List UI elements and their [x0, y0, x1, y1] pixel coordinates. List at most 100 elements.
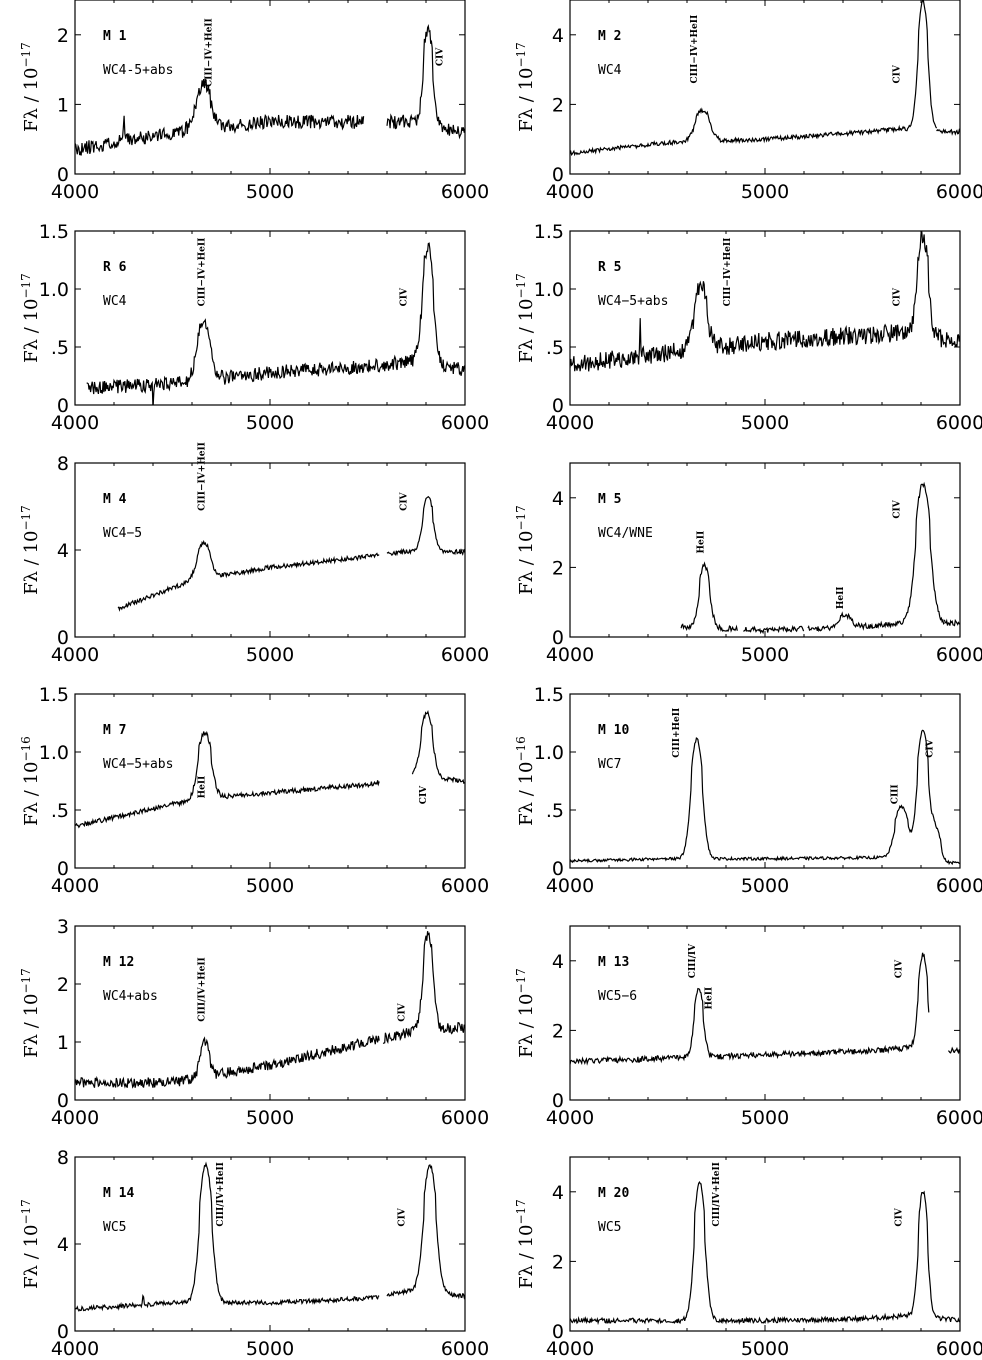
y-tick-label: 0 [552, 627, 564, 649]
y-axis-label-exponent: −17 [19, 42, 33, 67]
line-annotation: CIII/IV+HeII [216, 1162, 226, 1226]
y-axis-label: Fλ / 10−17 [19, 505, 42, 595]
y-tick-label: 2 [552, 94, 564, 116]
line-annotation: HeII [198, 776, 208, 799]
x-tick-label: 6000 [936, 1338, 982, 1360]
line-annotation: CIII−IV+HeII [690, 15, 700, 84]
y-axis-label-text: Fλ / 10 [516, 762, 537, 826]
line-annotation: CIII/IV [688, 943, 698, 978]
x-tick-label: 4000 [546, 875, 594, 897]
plot-frame [569, 1156, 961, 1332]
line-annotation: HeII [836, 587, 846, 610]
panel-id: M 2 [598, 29, 621, 44]
x-tick-label: 5000 [246, 644, 294, 666]
y-axis-label: Fλ / 10−17 [514, 505, 537, 595]
y-tick-label: 0 [552, 395, 564, 417]
line-annotation: CIV [893, 287, 903, 306]
y-tick-label: 0 [57, 164, 69, 186]
spectrum-trace [75, 709, 465, 829]
y-axis-label-text: Fλ / 10 [516, 68, 537, 132]
x-tick-label: 5000 [246, 181, 294, 203]
panel-id: M 7 [103, 723, 126, 738]
x-tick-label: 4000 [546, 1107, 594, 1129]
spectral-type: WC4−5+abs [598, 294, 668, 309]
panel-id: R 5 [598, 260, 621, 275]
y-axis-label: Fλ / 10−17 [514, 968, 537, 1058]
panel-id: R 6 [103, 260, 127, 275]
y-axis-label-exponent: −17 [19, 1199, 33, 1224]
x-tick-label: 5000 [246, 875, 294, 897]
spectrum-panel: 4000 5000 6000 0 .5 1.0 1.5 Fλ / 10−16 M 10 WC7 CI… [514, 684, 982, 897]
x-tick-label: 5000 [741, 875, 789, 897]
y-axis-label-text: Fλ / 10 [516, 994, 537, 1058]
spectrum-panel: 4000 5000 6000 0 .5 1.0 1.5 Fλ / 10−17 R 6 WC4 CII… [19, 221, 489, 434]
y-tick-label: 2 [552, 557, 564, 579]
plot-frame [569, 693, 961, 869]
line-annotation: CIV [436, 47, 446, 66]
y-axis-label-exponent: −17 [514, 42, 528, 67]
y-axis-label: Fλ / 10−16 [19, 736, 42, 826]
spectrum-trace [680, 481, 960, 635]
y-tick-label: 0 [57, 395, 69, 417]
y-axis-label: Fλ / 10−16 [514, 736, 537, 826]
line-annotation: CIII [891, 784, 901, 804]
spectral-type: WC4/WNE [598, 526, 653, 541]
line-annotation: CIV [895, 959, 905, 978]
y-axis-label-text: Fλ / 10 [516, 531, 537, 595]
x-tick-label: 6000 [936, 181, 982, 203]
spectrum-panel: 4000 5000 6000 0 .5 1.0 1.5 Fλ / 10−16 M 7 WC4−5+… [19, 684, 489, 897]
plot-frame [569, 230, 961, 406]
x-tick-label: 4000 [51, 1107, 99, 1129]
panel-id: M 13 [598, 955, 629, 970]
x-tick-label: 4000 [51, 644, 99, 666]
plot-frame [74, 693, 466, 869]
y-tick-label: 1.5 [39, 221, 69, 243]
spectrum-trace [86, 242, 465, 405]
x-tick-label: 6000 [441, 875, 489, 897]
x-tick-label: 4000 [546, 412, 594, 434]
y-tick-label: 8 [57, 1147, 69, 1169]
plot-frame [74, 230, 466, 406]
line-annotation: CIII−IV+HeII [198, 442, 208, 511]
plot-frame [74, 0, 466, 175]
y-axis-label-text: Fλ / 10 [21, 762, 42, 826]
spectrum-trace [117, 495, 465, 612]
y-axis-label: Fλ / 10−17 [19, 1199, 42, 1289]
line-annotation: CIII+HeII [672, 708, 682, 758]
panel-id: M 1 [103, 29, 127, 44]
panel-id: M 20 [598, 1186, 629, 1201]
line-annotation: CIV [419, 785, 429, 804]
line-annotation: CIII/IV+HeII [198, 957, 208, 1021]
x-tick-label: 6000 [936, 875, 982, 897]
y-tick-label: 2 [57, 974, 69, 996]
line-annotation: CIII−IV+HeII [198, 238, 208, 307]
spectrum-panel: 4000 5000 6000 0 1 2 Fλ / 10−17 M 1 WC4-5+abs CII… [19, 0, 489, 203]
spectral-type: WC5−6 [598, 989, 637, 1004]
line-annotation: CIV [893, 499, 903, 518]
spectrum-trace [570, 729, 960, 866]
line-annotation: CIV [400, 287, 410, 306]
spectral-type: WC4−5 [103, 526, 142, 541]
spectrum-panel: 4000 5000 6000 0 4 8 Fλ / 10−17 M 14 WC5 CIII/IV+… [19, 1147, 489, 1360]
line-annotation: CIV [400, 491, 410, 510]
y-tick-label: 1.0 [534, 742, 564, 764]
plot-frame [569, 462, 961, 638]
line-annotation: HeII [697, 531, 707, 554]
x-tick-label: 6000 [441, 1338, 489, 1360]
x-tick-label: 5000 [741, 644, 789, 666]
y-axis-label-exponent: −17 [514, 1199, 528, 1224]
x-tick-label: 6000 [441, 181, 489, 203]
line-annotation: CIV [926, 738, 936, 757]
spectrum-trace [75, 931, 465, 1089]
y-tick-label: 0 [552, 1090, 564, 1112]
y-axis-label: Fλ / 10−17 [19, 42, 42, 132]
spectral-type: WC4 [598, 63, 622, 78]
spectrum-panel: 4000 5000 6000 0 2 4 Fλ / 10−17 M 2 WC4 CIII−IV+H… [514, 0, 982, 203]
x-tick-label: 6000 [441, 644, 489, 666]
panel-id: M 4 [103, 492, 127, 507]
x-tick-label: 5000 [246, 412, 294, 434]
y-tick-label: 2 [57, 25, 69, 47]
y-tick-label: 2 [552, 1251, 564, 1273]
spectrum-panel: 4000 5000 6000 0 2 4 Fλ / 10−17 M 20 WC5 CIII/IV+… [514, 1156, 982, 1360]
